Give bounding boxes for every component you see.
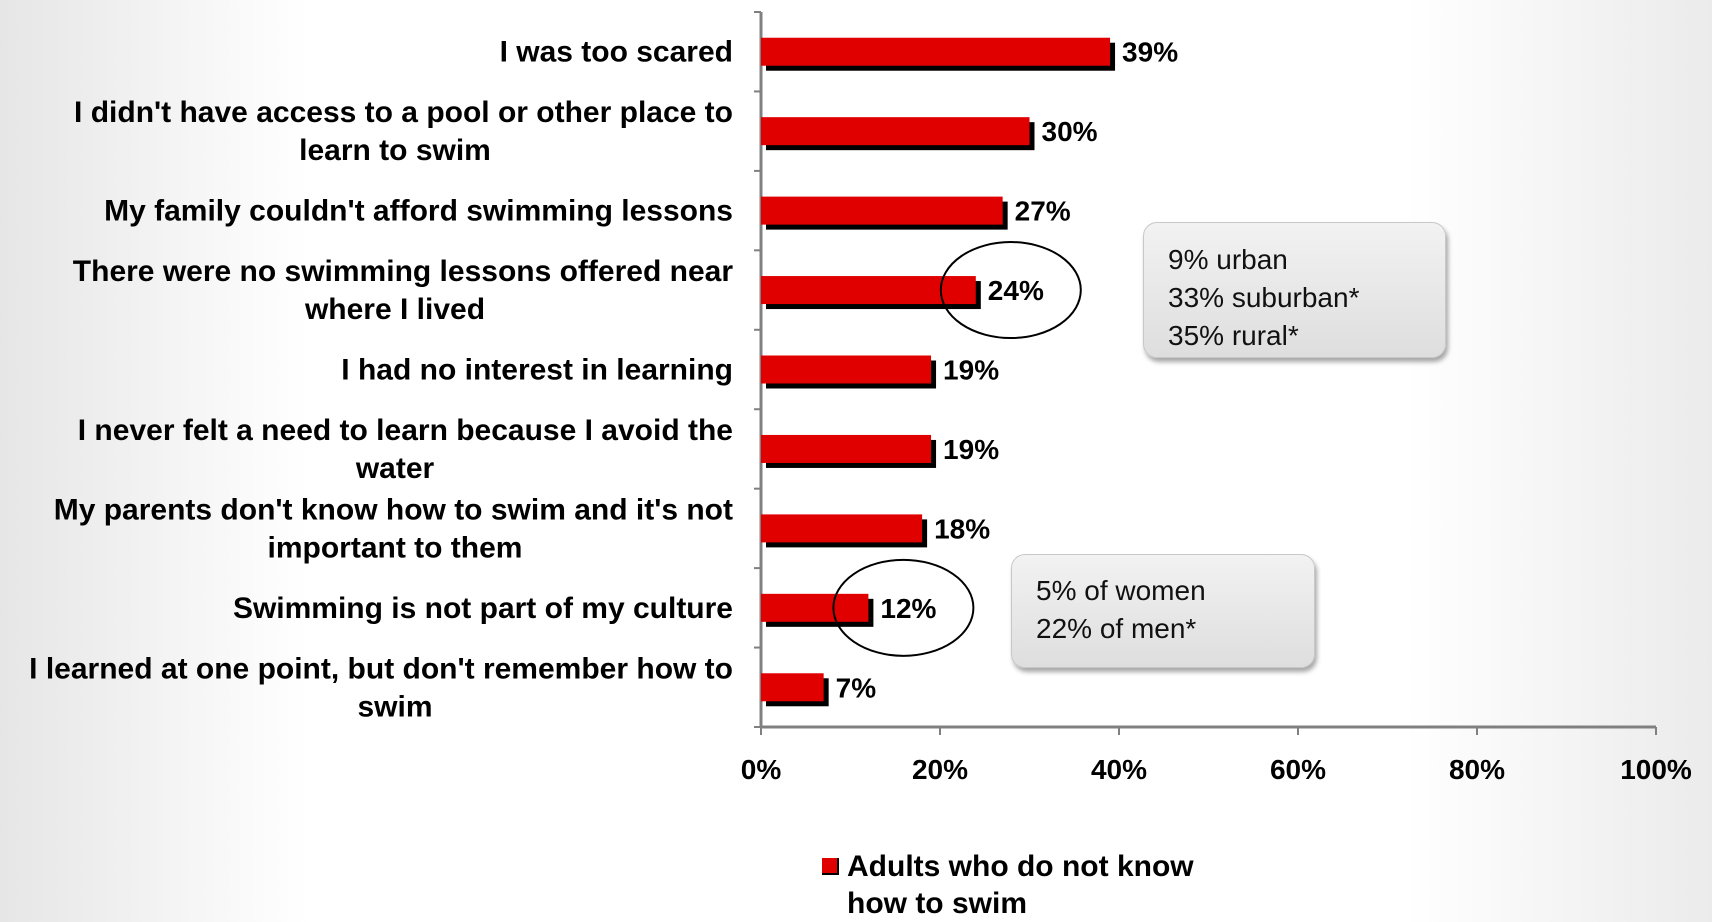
data-label: 12% (880, 593, 936, 624)
data-label: 30% (1042, 116, 1098, 147)
x-tick-label: 20% (912, 754, 968, 785)
x-tick-label: 80% (1449, 754, 1505, 785)
x-tick-label: 60% (1270, 754, 1326, 785)
callout-urban-text: 9% urban (1168, 244, 1288, 275)
category-label: Swimming is not part of my culture (233, 592, 733, 625)
category-label: I didn't have access to a pool or other … (74, 96, 733, 129)
data-label: 7% (836, 672, 877, 703)
legend-label: Adults who do not know how to swim (847, 848, 1207, 922)
bar (761, 196, 1003, 225)
data-label: 18% (934, 513, 990, 544)
bar (761, 355, 932, 384)
category-label: swim (357, 690, 432, 723)
gender-callout: 5% of women 22% of men* (1011, 554, 1315, 668)
bar (761, 117, 1030, 146)
callout-women-text: 5% of women (1036, 575, 1206, 606)
bar (761, 593, 869, 622)
category-label: I never felt a need to learn because I a… (78, 414, 733, 447)
bar (761, 37, 1111, 66)
category-label: water (355, 452, 435, 485)
bar (761, 434, 932, 463)
category-label: important to them (268, 531, 523, 564)
data-label: 39% (1122, 37, 1178, 68)
callout-suburban-text: 33% suburban* (1168, 282, 1360, 313)
location-callout: 9% urban 33% suburban* 35% rural* (1143, 222, 1446, 358)
legend-swatch (822, 858, 839, 875)
category-label: My parents don't know how to swim and it… (54, 493, 733, 526)
highlight-ellipse (939, 241, 1082, 340)
legend-label-line1: Adults who do not know (847, 850, 1194, 883)
category-label: There were no swimming lessons offered n… (73, 255, 734, 288)
x-tick-label: 100% (1620, 754, 1692, 785)
callout-men-text: 22% of men* (1036, 613, 1197, 644)
callout-rural-text: 35% rural* (1168, 320, 1299, 351)
data-label: 24% (988, 275, 1044, 306)
x-tick-label: 0% (741, 754, 782, 785)
category-label: I learned at one point, but don't rememb… (29, 652, 733, 685)
data-label: 19% (943, 434, 999, 465)
category-label: I had no interest in learning (341, 354, 733, 387)
bar (761, 514, 923, 543)
category-label: I was too scared (500, 36, 733, 69)
category-label: where I lived (304, 293, 485, 326)
category-label: learn to swim (299, 134, 491, 167)
category-label: My family couldn't afford swimming lesso… (104, 195, 733, 228)
data-label: 27% (1015, 196, 1071, 227)
x-tick-label: 40% (1091, 754, 1147, 785)
legend-label-line2: how to swim (847, 887, 1027, 920)
highlight-ellipse (832, 558, 975, 657)
data-label: 19% (943, 355, 999, 386)
bar (761, 673, 824, 702)
bar (761, 276, 976, 305)
